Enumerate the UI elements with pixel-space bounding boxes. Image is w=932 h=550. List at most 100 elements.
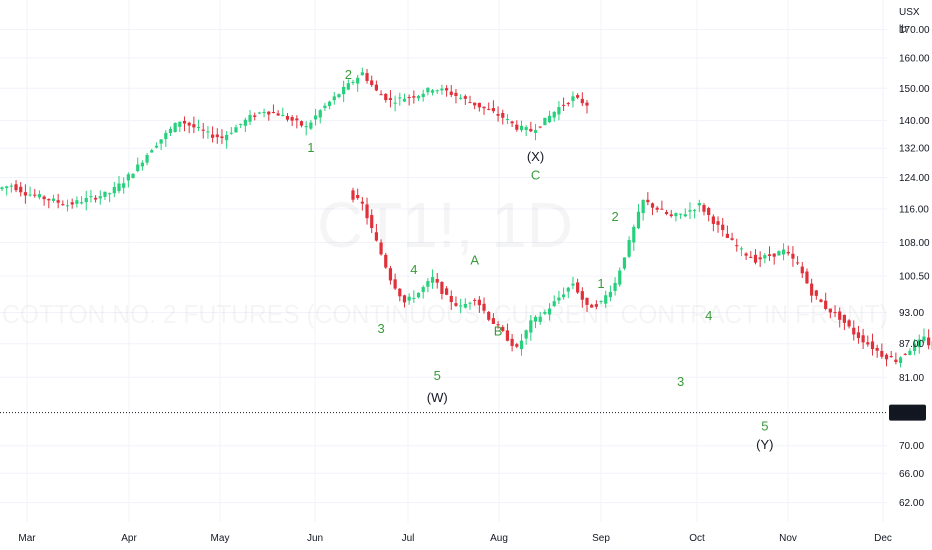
candle-down [590,304,594,308]
candle-down [903,353,907,355]
candle-down [702,205,706,212]
candle-down [388,268,393,281]
candles [0,67,932,368]
x-tick-label: Apr [121,533,137,544]
candle-up [622,257,627,269]
x-tick-label: Mar [18,533,36,544]
candle-up [108,193,112,195]
y-tick-label: 116.00 [899,204,929,215]
candle-up [781,249,786,255]
x-tick-label: May [211,533,230,544]
candle-up [763,255,767,259]
candle-down [61,204,65,206]
y-tick-label: 81.00 [899,373,924,384]
candle-down [463,96,467,99]
candle-up [538,316,542,322]
y-tick-label: 124.00 [899,173,930,184]
candle-down [505,330,510,341]
candle-down [847,320,851,327]
candle-down [365,204,369,219]
candle-down [585,297,589,305]
candle-down [47,198,51,201]
wave-label: 5 [434,368,441,383]
candle-up [75,200,79,204]
candle-up [543,312,547,314]
candle-down [566,103,570,105]
candle-up [547,308,552,315]
candle-up [239,123,243,125]
watermark-name: COTTON NO. 2 FUTURES (CONTINUOUS: CURREN… [2,299,888,329]
candle-up [679,213,683,215]
price-axis[interactable]: USX lb 62.00 66.00 70.00 81.00 87.00 93.00 100… [899,7,930,509]
candle-down [852,327,856,335]
candle-down [299,121,304,126]
candle-up [426,281,430,287]
candle-down [660,208,664,210]
candle-up [262,112,266,114]
candle-down [655,207,659,210]
candle-down [749,256,753,258]
y-tick-label: 93.00 [899,308,924,319]
candle-down [70,202,74,205]
last-price-box [889,404,926,421]
candle-down [515,344,519,347]
candle-down [510,121,514,124]
candle-down [786,251,790,254]
candle-down [271,112,276,114]
candle-up [533,130,538,133]
candle-down [501,326,505,331]
candle-down [669,214,673,217]
candle-down [445,288,449,295]
candle-up [0,187,4,190]
candle-down [791,253,795,259]
candle-down [393,279,397,289]
candle-up [9,185,13,187]
time-axis[interactable]: Mar Apr May Jun Jul Aug Sep Oct Nov Dec [18,533,892,544]
candle-up [566,287,570,292]
candle-down [14,184,18,191]
y-tick-label: 150.00 [899,84,930,95]
candle-down [201,129,205,131]
candle-up [636,211,641,229]
candle-down [23,192,27,196]
candle-up [571,283,575,286]
candle-down [398,288,402,297]
candle-up [37,194,42,198]
watermark-symbol: CT1!, 1D [317,189,573,261]
y-tick-label: 160.00 [899,53,930,64]
candle-down [388,98,393,100]
candle-down [585,102,589,106]
candle-up [89,196,93,198]
candle-down [379,94,383,96]
candle-down [735,245,739,247]
axis-currency: USX [899,7,920,18]
x-tick-label: Jul [402,533,415,544]
candle-down [538,126,542,128]
candle-up [346,83,350,90]
candle-up [547,115,552,123]
candle-down [800,266,804,274]
candle-down [856,332,861,339]
candle-up [898,357,903,363]
candle-up [524,330,528,339]
candle-down [716,221,720,225]
candle-down [650,203,655,208]
y-tick-label: 87.00 [899,339,924,350]
candle-down [454,303,458,306]
candle-up [459,305,463,307]
y-tick-label: 70.00 [899,441,924,452]
wave-degree-label: (Y) [756,437,773,452]
x-tick-label: Oct [689,533,705,544]
candle-up [618,270,622,285]
candle-down [889,355,893,358]
candle-up [122,183,126,188]
candle-up [5,186,9,189]
candle-up [777,251,781,256]
candle-up [351,81,355,83]
candle-up [922,336,926,341]
candle-down [730,238,734,240]
y-tick-label: 132.00 [899,144,930,155]
wave-label: B [494,324,503,339]
